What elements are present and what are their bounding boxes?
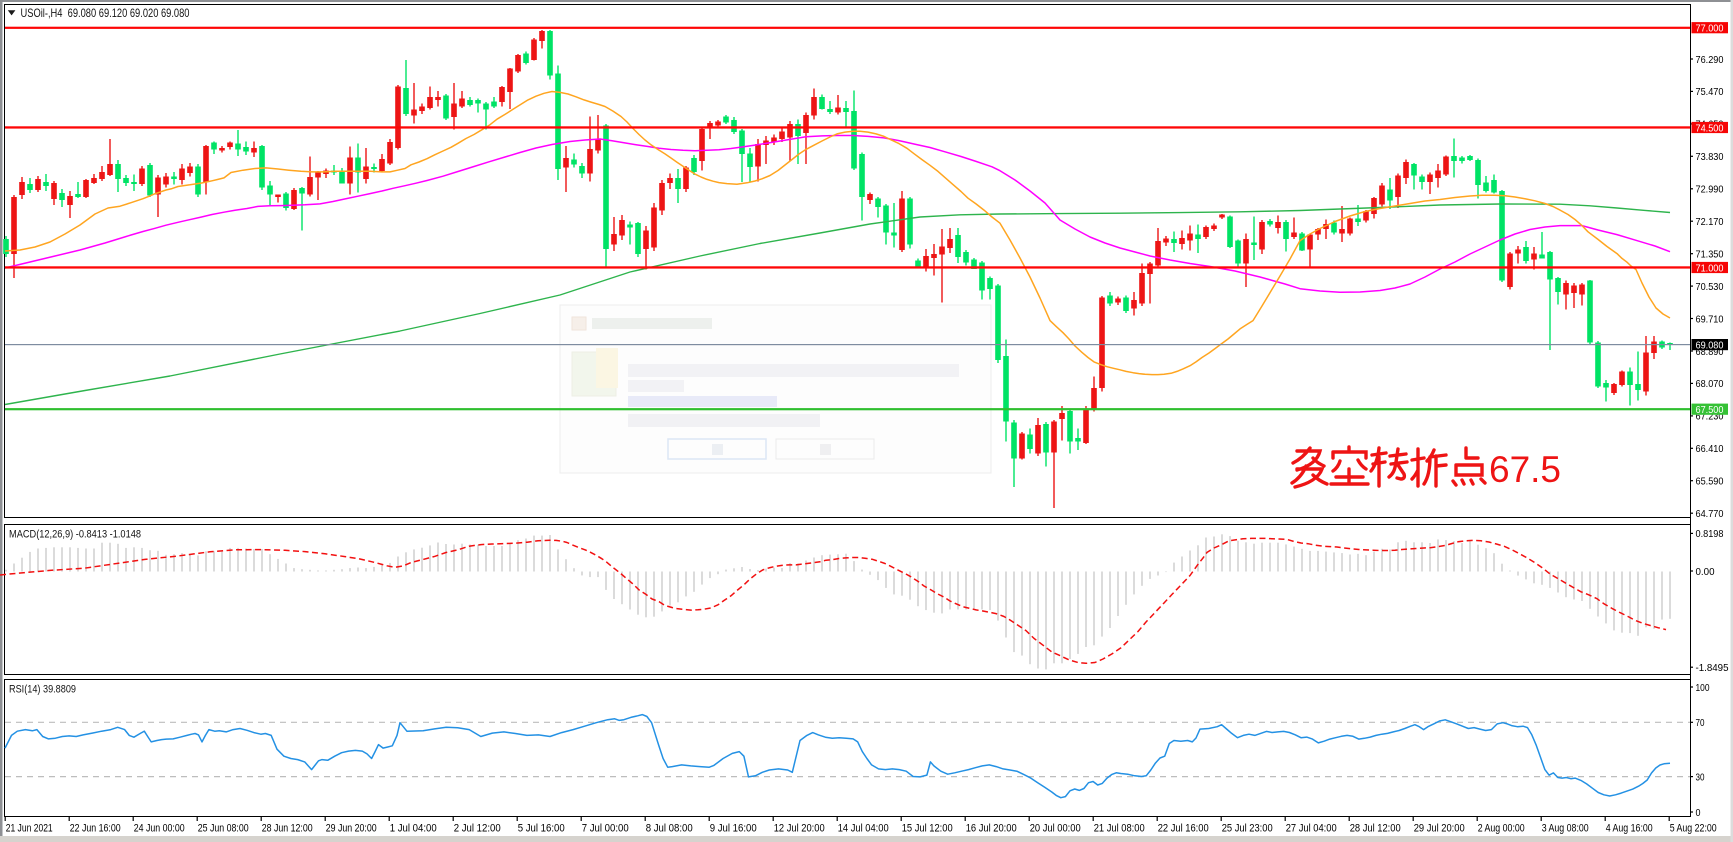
svg-text:70.530: 70.530 — [1696, 281, 1724, 293]
svg-text:8 Jul 08:00: 8 Jul 08:00 — [646, 822, 693, 834]
svg-text:4 Aug 16:00: 4 Aug 16:00 — [1606, 822, 1653, 834]
svg-text:RSI(14) 39.8809: RSI(14) 39.8809 — [9, 684, 76, 696]
svg-text:25 Jun 08:00: 25 Jun 08:00 — [198, 822, 249, 834]
svg-text:9 Jul 16:00: 9 Jul 16:00 — [710, 822, 757, 834]
svg-text:65.590: 65.590 — [1696, 476, 1724, 488]
svg-text:29 Jun 20:00: 29 Jun 20:00 — [326, 822, 377, 834]
svg-text:MACD(12,26,9) -0.8413 -1.0148: MACD(12,26,9) -0.8413 -1.0148 — [9, 529, 141, 541]
svg-text:21 Jun 2021: 21 Jun 2021 — [6, 822, 53, 834]
svg-text:22 Jul 16:00: 22 Jul 16:00 — [1158, 822, 1209, 834]
svg-text:14 Jul 04:00: 14 Jul 04:00 — [838, 822, 889, 834]
svg-text:27 Jul 04:00: 27 Jul 04:00 — [1286, 822, 1337, 834]
svg-text:71.350: 71.350 — [1696, 249, 1724, 261]
svg-text:64.770: 64.770 — [1696, 508, 1724, 520]
svg-text:25 Jul 23:00: 25 Jul 23:00 — [1222, 822, 1273, 834]
svg-text:5 Jul 16:00: 5 Jul 16:00 — [518, 822, 565, 834]
svg-text:12 Jul 20:00: 12 Jul 20:00 — [774, 822, 825, 834]
svg-text:-1.8495: -1.8495 — [1696, 662, 1729, 674]
svg-text:15 Jul 12:00: 15 Jul 12:00 — [902, 822, 953, 834]
svg-text:0: 0 — [1696, 807, 1701, 819]
svg-text:16 Jul 20:00: 16 Jul 20:00 — [966, 822, 1017, 834]
svg-text:3 Aug 08:00: 3 Aug 08:00 — [1542, 822, 1589, 834]
svg-text:75.470: 75.470 — [1696, 86, 1724, 98]
svg-text:67.5: 67.5 — [1489, 449, 1561, 490]
svg-text:68.070: 68.070 — [1696, 378, 1724, 390]
svg-text:77.000: 77.000 — [1696, 23, 1724, 35]
svg-text:74.500: 74.500 — [1696, 122, 1724, 134]
svg-text:28 Jun 12:00: 28 Jun 12:00 — [262, 822, 313, 834]
svg-text:67.500: 67.500 — [1696, 404, 1724, 416]
svg-text:72.990: 72.990 — [1696, 184, 1724, 196]
svg-text:73.830: 73.830 — [1696, 151, 1724, 163]
svg-text:2 Aug 00:00: 2 Aug 00:00 — [1478, 822, 1525, 834]
svg-text:24 Jun 00:00: 24 Jun 00:00 — [134, 822, 185, 834]
svg-text:2 Jul 12:00: 2 Jul 12:00 — [454, 822, 501, 834]
svg-text:71.000: 71.000 — [1696, 262, 1724, 274]
svg-text:100: 100 — [1696, 682, 1710, 694]
svg-text:69.710: 69.710 — [1696, 313, 1724, 325]
svg-text:5 Aug 22:00: 5 Aug 22:00 — [1670, 822, 1717, 834]
svg-text:69.080: 69.080 — [1696, 339, 1724, 351]
svg-text:1 Jul 04:00: 1 Jul 04:00 — [390, 822, 437, 834]
svg-text:7 Jul 00:00: 7 Jul 00:00 — [582, 822, 629, 834]
svg-text:70: 70 — [1696, 717, 1705, 729]
svg-text:21 Jul 08:00: 21 Jul 08:00 — [1094, 822, 1145, 834]
svg-text:28 Jul 12:00: 28 Jul 12:00 — [1350, 822, 1401, 834]
svg-text:USOil-,H4 69.080 69.120 69.02: USOil-,H4 69.080 69.120 69.020 69.080 — [21, 6, 190, 20]
svg-text:30: 30 — [1696, 771, 1705, 783]
svg-text:29 Jul 20:00: 29 Jul 20:00 — [1414, 822, 1465, 834]
svg-text:72.170: 72.170 — [1696, 216, 1724, 228]
svg-text:22 Jun 16:00: 22 Jun 16:00 — [70, 822, 121, 834]
svg-text:0.8198: 0.8198 — [1696, 528, 1724, 540]
svg-text:20 Jul 00:00: 20 Jul 00:00 — [1030, 822, 1081, 834]
svg-text:66.410: 66.410 — [1696, 443, 1724, 455]
svg-text:0.00: 0.00 — [1696, 566, 1715, 578]
svg-text:76.290: 76.290 — [1696, 54, 1724, 66]
